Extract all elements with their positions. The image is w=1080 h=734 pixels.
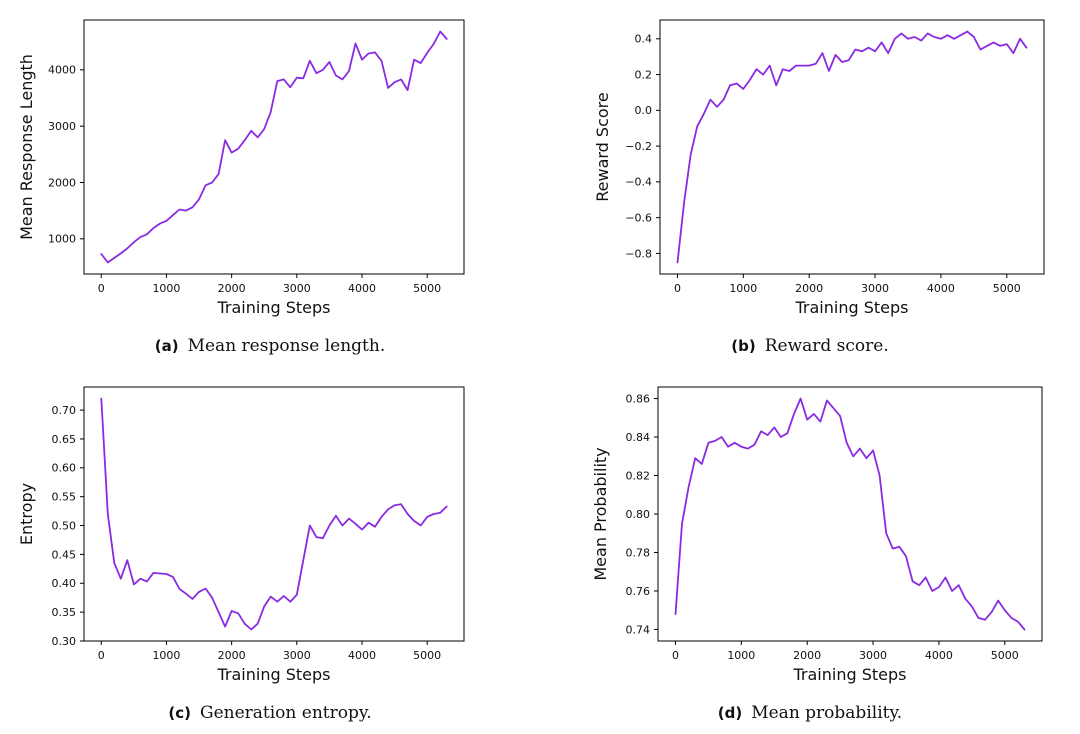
y-tick-label: 0.80	[626, 508, 651, 521]
y-tick-label: −0.4	[625, 176, 652, 189]
x-tick-label: 5000	[991, 649, 1019, 662]
chart-reward-score: 0.4 0.2 0.0 −0.2 −0.4 −0.6 −0.8 0 1000 2000 3000 40…	[593, 19, 1045, 317]
x-tick-label: 5000	[993, 282, 1021, 295]
x-tick-label: 0	[672, 649, 679, 662]
y-axis-label: Mean Probability	[591, 447, 610, 580]
axes-frame	[659, 19, 1045, 275]
x-axis-label: Training Steps	[793, 665, 907, 684]
caption-b-text: Reward score.	[764, 336, 889, 356]
y-tick-label: 0.0	[635, 104, 653, 117]
y-tick-label: 0.35	[52, 606, 77, 619]
y-tick-label: 2000	[48, 176, 76, 189]
axes-frame	[657, 386, 1043, 642]
caption-a-label: (a)	[154, 337, 179, 355]
series-line	[676, 30, 1028, 264]
y-tick-label: 0.2	[635, 68, 653, 81]
x-tick-label: 0	[674, 282, 681, 295]
y-tick-label: 0.30	[52, 635, 77, 648]
y-tick-label: 0.60	[52, 462, 77, 475]
y-tick-label: 0.84	[626, 431, 651, 444]
x-tick-label: 5000	[413, 282, 441, 295]
x-tick-label: 1000	[727, 649, 755, 662]
caption-c-label: (c)	[168, 704, 191, 722]
y-axis-label: Reward Score	[593, 92, 612, 201]
chart-mean-probability: 0.86 0.84 0.82 0.80 0.78 0.76 0.74 0 1000 2000 300…	[591, 386, 1043, 684]
y-tick-label: 0.55	[52, 491, 77, 504]
y-tick-label: 0.86	[626, 392, 651, 405]
x-tick-label: 3000	[283, 649, 311, 662]
x-axis-label: Training Steps	[217, 665, 331, 684]
caption-d-label: (d)	[717, 704, 743, 722]
x-tick-label: 4000	[348, 649, 376, 662]
caption-a-text: Mean response length.	[187, 336, 386, 356]
caption-b-label: (b)	[731, 337, 756, 355]
caption-d: (d) Mean probability.	[540, 703, 1080, 723]
series-line	[100, 30, 448, 264]
x-tick-label: 1000	[729, 282, 757, 295]
x-axis-label: Training Steps	[217, 298, 331, 317]
x-tick-label: 4000	[927, 282, 955, 295]
series-line	[674, 397, 1026, 631]
x-tick-label: 3000	[283, 282, 311, 295]
y-tick-label: 0.70	[52, 404, 77, 417]
y-tick-label: 1000	[48, 233, 76, 246]
x-axis-label: Training Steps	[795, 298, 909, 317]
x-tick-label: 4000	[925, 649, 953, 662]
x-tick-label: 0	[98, 649, 105, 662]
x-tick-label: 2000	[218, 649, 246, 662]
y-tick-label: −0.6	[625, 212, 652, 225]
panel-b: 0.4 0.2 0.0 −0.2 −0.4 −0.6 −0.8 0 1000 2000 3000 40…	[540, 0, 1080, 367]
axes-frame	[83, 386, 465, 642]
caption-b: (b) Reward score.	[540, 336, 1080, 356]
x-tick-label: 5000	[413, 649, 441, 662]
y-tick-label: 0.4	[635, 33, 653, 46]
caption-c: (c) Generation entropy.	[0, 703, 540, 723]
x-tick-label: 2000	[218, 282, 246, 295]
y-axis-label: Mean Response Length	[17, 54, 36, 240]
chart-mean-response-length: 1000 2000 3000 4000 0 1000 2000 3000 4000 5000 Tra…	[17, 19, 465, 317]
chart-generation-entropy: 0.70 0.65 0.60 0.55 0.50 0.45 0.40 0.35 0.30 0 100…	[17, 386, 465, 684]
x-tick-label: 2000	[795, 282, 823, 295]
x-tick-label: 1000	[152, 649, 180, 662]
panel-d: 0.86 0.84 0.82 0.80 0.78 0.76 0.74 0 1000 2000 300…	[540, 367, 1080, 734]
y-tick-label: 0.45	[52, 548, 77, 561]
y-tick-label: 0.76	[626, 585, 651, 598]
x-tick-label: 0	[98, 282, 105, 295]
y-tick-label: 4000	[48, 64, 76, 77]
x-tick-label: 3000	[861, 282, 889, 295]
panel-a: 1000 2000 3000 4000 0 1000 2000 3000 4000 5000 Tra…	[0, 0, 540, 367]
y-tick-label: 0.74	[626, 623, 651, 636]
x-tick-label: 4000	[348, 282, 376, 295]
x-tick-label: 1000	[152, 282, 180, 295]
caption-c-text: Generation entropy.	[200, 703, 372, 723]
x-tick-label: 2000	[793, 649, 821, 662]
y-tick-label: −0.8	[625, 247, 652, 260]
panel-c: 0.70 0.65 0.60 0.55 0.50 0.45 0.40 0.35 0.30 0 100…	[0, 367, 540, 734]
y-tick-label: 0.50	[52, 519, 77, 532]
axes-frame	[83, 19, 465, 275]
y-tick-label: 0.40	[52, 577, 77, 590]
y-tick-label: −0.2	[625, 140, 652, 153]
caption-a: (a) Mean response length.	[0, 336, 540, 356]
y-tick-label: 0.78	[626, 546, 651, 559]
x-tick-label: 3000	[859, 649, 887, 662]
y-tick-label: 3000	[48, 120, 76, 133]
series-line	[100, 397, 448, 631]
y-tick-label: 0.65	[52, 433, 77, 446]
caption-d-text: Mean probability.	[751, 703, 903, 723]
y-axis-label: Entropy	[17, 483, 36, 545]
y-tick-label: 0.82	[626, 469, 651, 482]
